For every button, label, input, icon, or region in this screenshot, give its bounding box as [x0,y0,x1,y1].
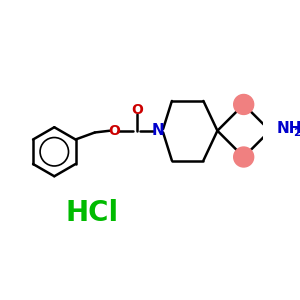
Text: 2: 2 [293,128,300,138]
Text: NH: NH [277,122,300,136]
Circle shape [234,94,254,114]
Text: O: O [108,124,120,138]
Text: O: O [131,103,143,117]
Circle shape [234,147,254,167]
Text: N: N [152,123,164,138]
Text: HCl: HCl [65,199,119,227]
